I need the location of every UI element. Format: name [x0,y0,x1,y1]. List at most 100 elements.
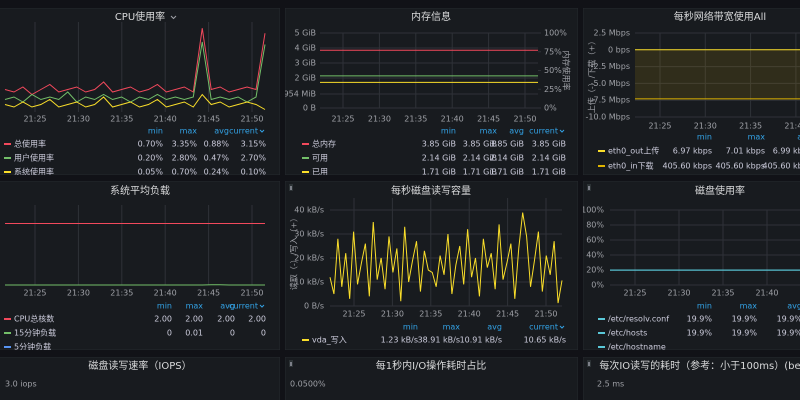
y-tick-label: 0.0500% [290,380,326,389]
sort-arrow [259,129,265,133]
y-axis-label: 读取（-）/写入（+） [289,214,299,290]
y-tick-label: 20 kB/s [294,254,324,263]
x-tick-label: 21:25 [23,115,46,124]
y2-tick-label: 0% [544,104,557,113]
x-tick-label: 21:30 [667,289,690,298]
legend-name[interactable]: 15分钟负载 [14,328,56,338]
y-tick-label: 3.0 iops [5,380,37,389]
legend-name[interactable]: 已用 [312,168,328,177]
legend-value: 0 [230,329,235,338]
panel-bg [583,181,800,350]
y-tick-label: 10 kB/s [294,278,324,287]
y-tick-label: 3 GiB [294,59,316,68]
legend-value: 2.00 [248,315,266,324]
legend-value: 2.14 GiB [463,154,497,163]
legend-header[interactable]: avg [220,302,235,311]
legend-value: 1.23 kB/s [381,336,418,345]
panel: 磁盘使用率21:2521:3021:3521:4021:45100%80%60%… [583,181,800,352]
legend-value: 2.00 [154,315,172,324]
legend-header[interactable]: avg [509,127,524,136]
legend-name[interactable]: 系统使用率 [14,167,54,177]
legend-header[interactable]: min [148,127,163,136]
legend-value: 405.60 kbps [716,162,766,171]
legend-header[interactable]: avg [797,133,800,142]
legend-header[interactable]: max [480,127,498,136]
legend-header[interactable]: max [740,302,758,311]
y-axis-label: 上传（-）/下载（+） [587,37,597,113]
legend-header[interactable]: current [529,323,558,332]
legend-header[interactable]: max [443,323,461,332]
legend-value: 19.9% [687,315,713,324]
panel: 磁盘读写速率（IOPS） 3.0 iops [0,357,280,400]
x-tick-label: 21:30 [694,122,717,131]
legend-value: 0.01 [185,329,203,338]
legend-name[interactable]: 5分钟负载 [14,342,51,352]
x-tick-label: 21:50 [513,115,536,124]
x-tick-label: 21:25 [331,115,354,124]
legend-name[interactable]: eth0_out上传 [608,146,659,156]
legend-header[interactable]: max [180,127,198,136]
y-tick-label: 30 kB/s [294,230,324,239]
x-tick-label: 21:35 [110,289,133,298]
legend-header[interactable]: avg [214,127,229,136]
x-tick-label: 21:25 [342,310,365,319]
y-tick-label: -2.5 Mbps [591,62,630,71]
series-line [329,212,563,304]
legend-header[interactable]: max [186,302,204,311]
legend-value: 2.14 GiB [532,154,566,163]
x-tick-label: 21:35 [739,122,762,131]
legend-value: 0.24% [204,168,230,177]
x-tick-label: 21:35 [404,115,427,124]
y-tick-label: 40% [586,251,604,260]
legend-value: 2.70% [241,154,267,163]
panel-title: 每秒网络带宽使用All [674,10,766,23]
panel-bg [285,357,578,400]
legend-name[interactable]: /etc/hosts [608,329,647,338]
legend-header[interactable]: current [529,127,558,136]
legend-name[interactable]: eth0_in下载 [608,161,654,171]
legend-name[interactable]: /etc/hostname [608,343,666,352]
legend-name[interactable]: vda_写入 [312,336,347,345]
series-line [4,41,266,103]
x-tick-label: 21:35 [419,310,442,319]
y-tick-label: 2.5 ms [597,380,624,389]
legend-header[interactable]: min [157,302,172,311]
panel-title: 每次IO读写的耗时（参考：小于100ms）(be [599,359,800,372]
y2-tick-label: 75% [544,47,562,56]
legend-name[interactable]: 用户使用率 [14,153,54,163]
title-dropdown[interactable] [170,15,177,20]
panel-title: 每1秒内I/O操作耗时占比 [376,359,487,372]
legend-name[interactable]: 可用 [312,154,328,163]
legend-header[interactable]: min [403,323,418,332]
legend-value: 2.14 GiB [422,154,456,163]
x-tick-label: 21:40 [784,122,800,131]
legend-header[interactable]: min [697,133,712,142]
legend-value: 3.85 GiB [422,140,456,149]
legend-header[interactable]: max [748,133,766,142]
legend-header[interactable]: current [229,127,258,136]
legend-header[interactable]: min [697,302,712,311]
legend-name[interactable]: 总使用率 [14,139,46,149]
legend-value: 19.9% [732,329,758,338]
legend-name[interactable]: CPU总核数 [14,314,54,324]
y-tick-label: 0% [591,281,604,290]
legend-value: 19.9% [777,315,800,324]
legend-name[interactable]: 总内存 [312,139,336,149]
legend-header[interactable]: current [229,302,258,311]
x-tick-label: 21:35 [110,115,133,124]
legend-header[interactable]: avg [487,323,502,332]
legend-header[interactable]: min [441,127,456,136]
legend-value: 19.9% [732,315,758,324]
x-tick-label: 21:50 [240,289,263,298]
series-line [4,93,266,110]
legend-name[interactable]: /etc/resolv.conf [608,315,669,324]
panel: 每秒磁盘读写容量 21:25 21:30 21:35 21:40 21:45 21:50 40… [285,181,578,350]
legend-value: 2.00 [217,315,235,324]
x-tick-label: 21:40 [458,310,481,319]
legend-header[interactable]: avg [787,302,800,311]
panel-bg [583,357,800,400]
sort-arrow [559,129,565,133]
legend-value: 1.71 GiB [463,168,497,177]
series-line [4,28,266,96]
